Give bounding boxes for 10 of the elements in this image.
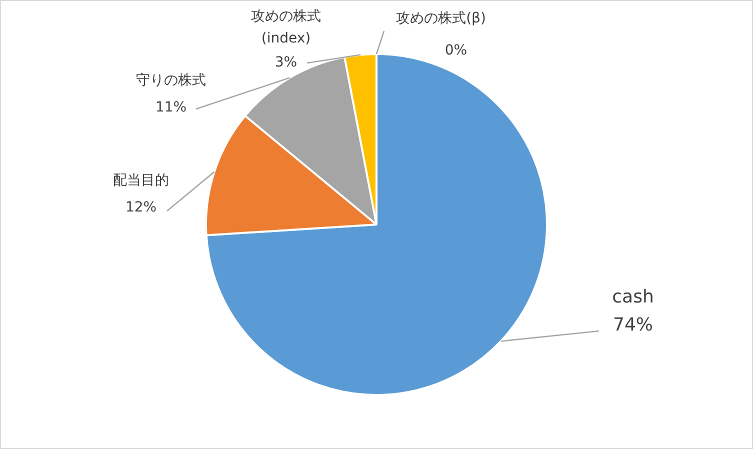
slice-label: cash	[612, 286, 654, 308]
slice-label: 攻めの株式 (index)	[251, 8, 321, 47]
data-label: 12%	[125, 200, 157, 216]
slice-label: 守りの株式	[136, 72, 206, 89]
data-label: 11%	[155, 100, 187, 116]
data-label: 3%	[274, 54, 298, 71]
slice-label: 配当目的	[113, 172, 169, 189]
text: 0%	[444, 42, 468, 59]
data-label: 74%	[612, 314, 654, 336]
category-label: 攻めの株式(β)	[396, 10, 486, 27]
